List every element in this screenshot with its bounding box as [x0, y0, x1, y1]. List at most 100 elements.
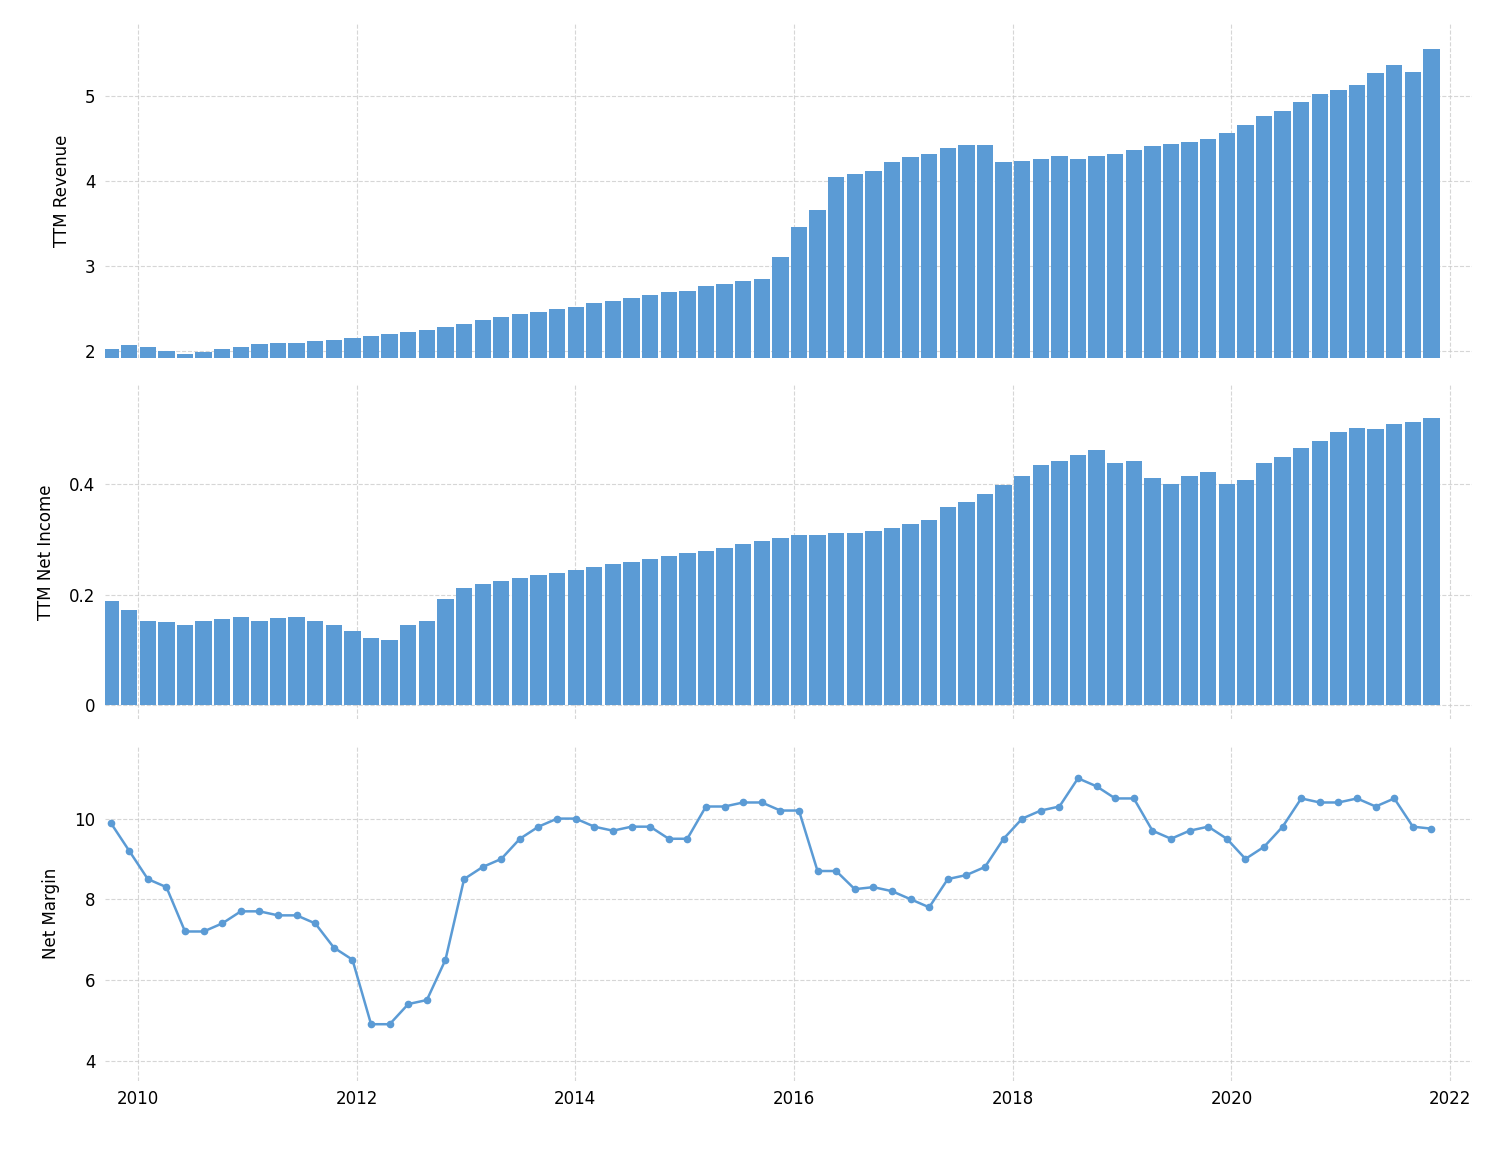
- Bar: [363, 638, 379, 705]
- Bar: [1051, 461, 1068, 705]
- Bar: [215, 619, 230, 705]
- Bar: [847, 533, 864, 705]
- Bar: [1275, 457, 1290, 705]
- Bar: [382, 333, 398, 522]
- Bar: [530, 311, 547, 522]
- Bar: [122, 610, 137, 705]
- Bar: [679, 290, 695, 522]
- Bar: [586, 567, 602, 705]
- Bar: [1404, 422, 1421, 705]
- Bar: [1145, 146, 1161, 522]
- Bar: [233, 346, 249, 522]
- Bar: [976, 145, 993, 522]
- Bar: [641, 559, 658, 705]
- Bar: [828, 177, 844, 522]
- Bar: [548, 309, 565, 522]
- Bar: [679, 553, 695, 705]
- Bar: [1293, 102, 1310, 522]
- Bar: [883, 529, 900, 705]
- Bar: [195, 622, 212, 705]
- Bar: [326, 625, 342, 705]
- Bar: [1424, 49, 1440, 522]
- Bar: [270, 343, 287, 522]
- Bar: [1125, 461, 1142, 705]
- Bar: [958, 145, 975, 522]
- Bar: [1182, 476, 1197, 705]
- Bar: [512, 315, 529, 522]
- Bar: [716, 284, 733, 522]
- Bar: [122, 345, 137, 522]
- Bar: [437, 600, 454, 705]
- Bar: [1256, 116, 1272, 522]
- Bar: [288, 617, 305, 705]
- Bar: [419, 622, 436, 705]
- Bar: [1163, 144, 1179, 522]
- Bar: [1311, 442, 1328, 705]
- Bar: [921, 153, 937, 522]
- Bar: [400, 332, 416, 522]
- Bar: [140, 622, 156, 705]
- Bar: [568, 569, 584, 705]
- Bar: [1238, 480, 1254, 705]
- Bar: [810, 209, 826, 522]
- Bar: [1349, 428, 1365, 705]
- Bar: [140, 346, 156, 522]
- Bar: [996, 162, 1012, 522]
- Bar: [1182, 142, 1197, 522]
- Bar: [698, 551, 713, 705]
- Bar: [475, 583, 491, 705]
- Bar: [754, 279, 771, 522]
- Bar: [772, 538, 789, 705]
- Bar: [493, 581, 509, 705]
- Bar: [437, 328, 454, 522]
- Bar: [512, 579, 529, 705]
- Bar: [1014, 476, 1030, 705]
- Bar: [734, 544, 751, 705]
- Bar: [288, 343, 305, 522]
- Bar: [1238, 124, 1254, 522]
- Bar: [605, 565, 622, 705]
- Bar: [698, 286, 713, 522]
- Bar: [493, 317, 509, 522]
- Bar: [102, 602, 119, 705]
- Bar: [177, 625, 194, 705]
- Bar: [1032, 465, 1048, 705]
- Bar: [1051, 156, 1068, 522]
- Bar: [344, 631, 360, 705]
- Bar: [158, 351, 174, 522]
- Bar: [623, 561, 640, 705]
- Bar: [976, 494, 993, 705]
- Bar: [1200, 139, 1217, 522]
- Bar: [641, 295, 658, 522]
- Bar: [940, 508, 955, 705]
- Bar: [1256, 464, 1272, 705]
- Bar: [847, 174, 864, 522]
- Bar: [1107, 464, 1123, 705]
- Bar: [940, 149, 955, 522]
- Bar: [419, 330, 436, 522]
- Bar: [1404, 72, 1421, 522]
- Bar: [586, 303, 602, 522]
- Bar: [568, 307, 584, 522]
- Y-axis label: TTM Net Income: TTM Net Income: [38, 485, 56, 619]
- Bar: [306, 622, 323, 705]
- Bar: [1089, 156, 1105, 522]
- Bar: [1163, 485, 1179, 705]
- Bar: [1349, 85, 1365, 522]
- Bar: [306, 340, 323, 522]
- Bar: [1331, 431, 1347, 705]
- Bar: [177, 353, 194, 522]
- Bar: [102, 350, 119, 522]
- Bar: [1145, 478, 1161, 705]
- Bar: [790, 227, 807, 522]
- Bar: [1200, 472, 1217, 705]
- Bar: [772, 257, 789, 522]
- Bar: [1331, 89, 1347, 522]
- Bar: [1125, 150, 1142, 522]
- Bar: [251, 621, 267, 705]
- Bar: [790, 535, 807, 705]
- Bar: [903, 157, 919, 522]
- Bar: [1311, 94, 1328, 522]
- Bar: [457, 588, 472, 705]
- Bar: [1218, 134, 1235, 522]
